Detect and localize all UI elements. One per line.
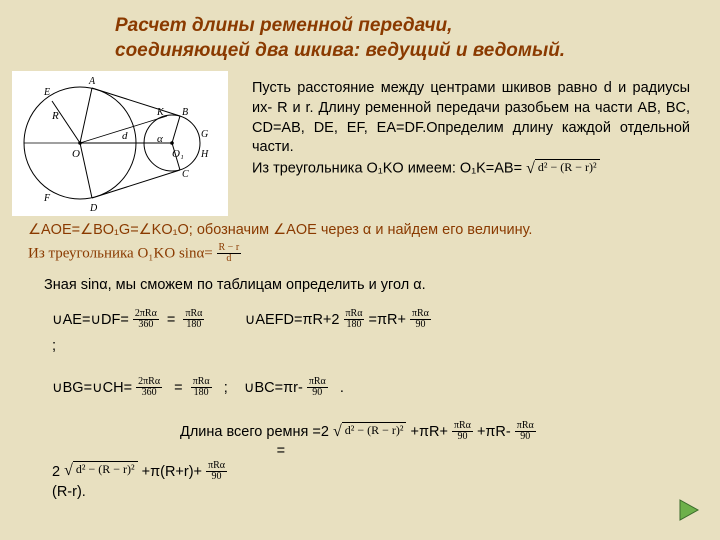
svg-text:B: B xyxy=(182,107,188,118)
svg-text:R: R xyxy=(51,110,59,122)
total-length-line: Длина всего ремня =2 d² − (R − r)² +πR+ … xyxy=(0,399,720,459)
svg-text:F: F xyxy=(43,193,51,204)
sin-line: Из треугольника O₁KO sinα= R − r d xyxy=(0,241,720,265)
frac-2pra360b: 2πRα 360 xyxy=(136,377,162,399)
frac-pra90c: πRα 90 xyxy=(452,421,473,443)
svg-text:H: H xyxy=(200,149,209,160)
frac-pra180: πRα 180 xyxy=(183,309,204,331)
know-sin-line: Зная sinα, мы сможем по таблицам определ… xyxy=(0,265,720,293)
svg-text:G: G xyxy=(201,129,208,140)
svg-text:C: C xyxy=(182,169,189,180)
tri-text: Из треугольника O₁KO имеем: O₁K=AB= xyxy=(252,160,522,176)
arc-row-2: ∪BG=∪CH= 2πRα 360 = πRα 180 ; ∪BC=πr- πR… xyxy=(0,359,720,399)
frac-pra90e: πRα 90 xyxy=(206,461,227,483)
frac-2pra360: 2πRα 360 xyxy=(133,309,159,331)
next-nav-button[interactable] xyxy=(676,497,702,526)
frac-pra180b: πRα 180 xyxy=(344,309,365,331)
svg-text:D: D xyxy=(89,203,98,214)
arc-row-1: ∪AE=∪DF= 2πRα 360 = πRα 180 ∪AEFD=πR+2 π… xyxy=(0,293,720,359)
title-line-1: Расчет длины ременной передачи, xyxy=(115,15,452,36)
frac-pra90d: πRα 90 xyxy=(515,421,536,443)
frac-sin: R − r d xyxy=(217,243,242,265)
triangle-right-icon xyxy=(676,497,702,523)
frac-pra180c: πRα 180 xyxy=(191,377,212,399)
intro-text: Пусть расстояние между центрами шкивов р… xyxy=(252,80,690,155)
sqrt-total: d² − (R − r)² xyxy=(333,423,407,441)
row-diagram-text: O O₁ R d A B C D E F G H K α Пусть расст… xyxy=(0,71,720,216)
final-line: 2 d² − (R − r)² +π(R+r)+ πRα 90 (R-r). xyxy=(0,459,720,502)
svg-text:O₁: O₁ xyxy=(172,148,184,160)
svg-text:α: α xyxy=(157,133,163,145)
svg-text:d: d xyxy=(122,130,128,142)
title-line-2: соединяющей два шкива: ведущий и ведомый… xyxy=(115,40,565,61)
svg-text:E: E xyxy=(43,87,50,98)
svg-text:O: O xyxy=(72,148,80,160)
pulley-diagram: O O₁ R d A B C D E F G H K α xyxy=(12,71,228,216)
svg-text:K: K xyxy=(156,107,165,118)
paragraph-intro: Пусть расстояние между центрами шкивов р… xyxy=(228,71,700,216)
sqrt-final: d² − (R − r)² xyxy=(64,461,138,482)
frac-pra90b: πRα 90 xyxy=(307,377,328,399)
page-title: Расчет длины ременной передачи, соединяю… xyxy=(0,0,720,71)
svg-text:A: A xyxy=(88,76,96,87)
sqrt-ab: d² − (R − r)² xyxy=(526,158,600,180)
angle-definition: ∠AOE=∠BO₁G=∠KO₁O; обозначим ∠AOE через α… xyxy=(0,216,720,240)
frac-pra90: πRα 90 xyxy=(410,309,431,331)
